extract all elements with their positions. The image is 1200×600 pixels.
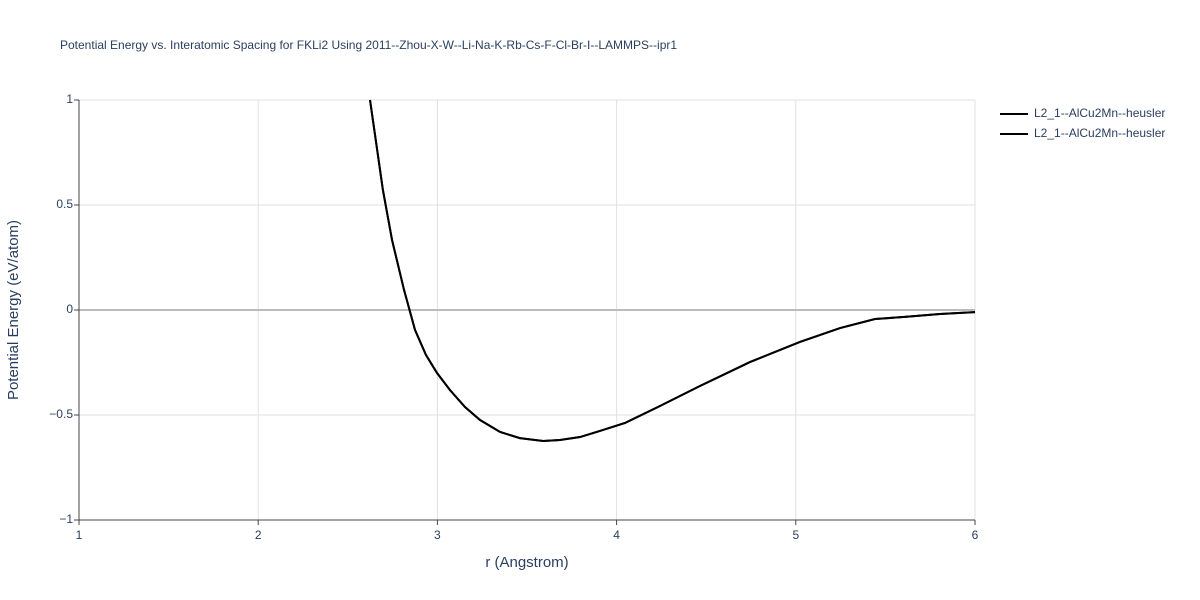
x-tick-label: 3: [434, 528, 441, 542]
y-tick-label: 1: [66, 92, 73, 106]
x-tick-label: 2: [255, 528, 262, 542]
y-tick-label: 0.5: [56, 197, 73, 211]
x-tick-label: 6: [972, 528, 979, 542]
chart-title: Potential Energy vs. Interatomic Spacing…: [60, 38, 677, 52]
y-axis-label: Potential Energy (eV/atom): [5, 220, 22, 400]
x-tick-label: 4: [613, 528, 620, 542]
x-tick-label: 5: [792, 528, 799, 542]
y-tick-label: 0: [66, 302, 73, 316]
line: [369, 99, 976, 443]
x-tick-label: 1: [76, 528, 83, 542]
legend-label: L2_1--AlCu2Mn--heusler: [1034, 106, 1165, 120]
y-tick-label: −1: [59, 512, 73, 526]
legend-label: L2_1--AlCu2Mn--heusler: [1034, 126, 1165, 140]
y-tick-label: −0.5: [49, 407, 73, 421]
line: [369, 99, 976, 443]
x-axis-label: r (Angstrom): [485, 554, 568, 571]
